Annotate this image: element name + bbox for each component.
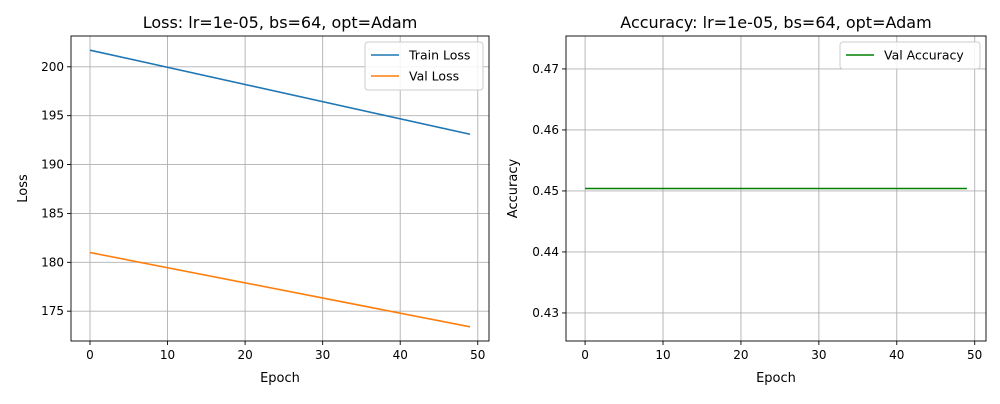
loss-y-axis-label: Loss: [16, 174, 31, 203]
accuracy-panel: 0 10 20 30 40 50 0.43 0.44 0.45 0.46 0.47 Accurac…: [506, 13, 987, 386]
loss-x-tick-label: 10: [160, 348, 175, 362]
accuracy-x-tick-label: 10: [655, 348, 670, 362]
accuracy-y-tick-label: 0.44: [532, 245, 559, 259]
loss-y-tick-label: 185: [41, 206, 64, 220]
loss-x-ticks: 0 10 20 30 40 50: [86, 341, 485, 362]
loss-series-layer: [89, 49, 471, 328]
accuracy-y-tick-label: 0.46: [532, 123, 559, 137]
legend-label-val-accuracy: Val Accuracy: [884, 48, 964, 63]
accuracy-plot-frame: [565, 35, 987, 342]
accuracy-chart-title: Accuracy: lr=1e-05, bs=64, opt=Adam: [620, 13, 931, 32]
loss-y-tick-label: 195: [41, 109, 64, 123]
loss-plot-frame: [70, 35, 490, 342]
loss-x-tick-label: 0: [86, 348, 94, 362]
accuracy-x-axis-label: Epoch: [756, 371, 796, 386]
loss-legend-box: [364, 41, 484, 91]
series-line-val-loss: [89, 251, 471, 328]
accuracy-y-axis-label: Accuracy: [506, 159, 521, 219]
loss-x-tick-label: 40: [393, 348, 408, 362]
loss-y-ticks: 175 180 185 190 195 200: [41, 60, 71, 318]
accuracy-y-tick-label: 0.45: [532, 184, 559, 198]
accuracy-legend: Val Accuracy: [839, 41, 981, 70]
loss-y-tick-label: 200: [41, 60, 64, 74]
accuracy-y-ticks: 0.43 0.44 0.45 0.46 0.47: [532, 62, 566, 320]
accuracy-legend-box: [839, 41, 981, 70]
accuracy-y-tick-label: 0.47: [532, 62, 559, 76]
loss-x-tick-label: 30: [315, 348, 330, 362]
loss-x-tick-label: 20: [237, 348, 252, 362]
loss-x-tick-label: 50: [470, 348, 485, 362]
loss-y-tick-label: 175: [41, 304, 64, 318]
accuracy-x-ticks: 0 10 20 30 40 50: [581, 341, 982, 362]
loss-x-axis-label: Epoch: [260, 371, 300, 386]
series-line-train-loss: [89, 49, 471, 136]
loss-legend: Train Loss Val Loss: [364, 41, 484, 91]
accuracy-x-tick-label: 20: [733, 348, 748, 362]
loss-chart-title: Loss: lr=1e-05, bs=64, opt=Adam: [143, 13, 418, 32]
loss-y-tick-label: 190: [41, 158, 64, 172]
accuracy-x-tick-label: 50: [967, 348, 982, 362]
accuracy-x-tick-label: 30: [811, 348, 826, 362]
legend-label-train-loss: Train Loss: [408, 48, 470, 63]
accuracy-x-tick-label: 40: [889, 348, 904, 362]
accuracy-y-tick-label: 0.43: [532, 306, 559, 320]
loss-y-tick-label: 180: [41, 255, 64, 269]
loss-panel: 0 10 20 30 40 50 175 180 185 190 195 200 Loss: lr=…: [16, 13, 490, 386]
accuracy-x-tick-label: 0: [581, 348, 589, 362]
legend-label-val-loss: Val Loss: [409, 69, 459, 84]
